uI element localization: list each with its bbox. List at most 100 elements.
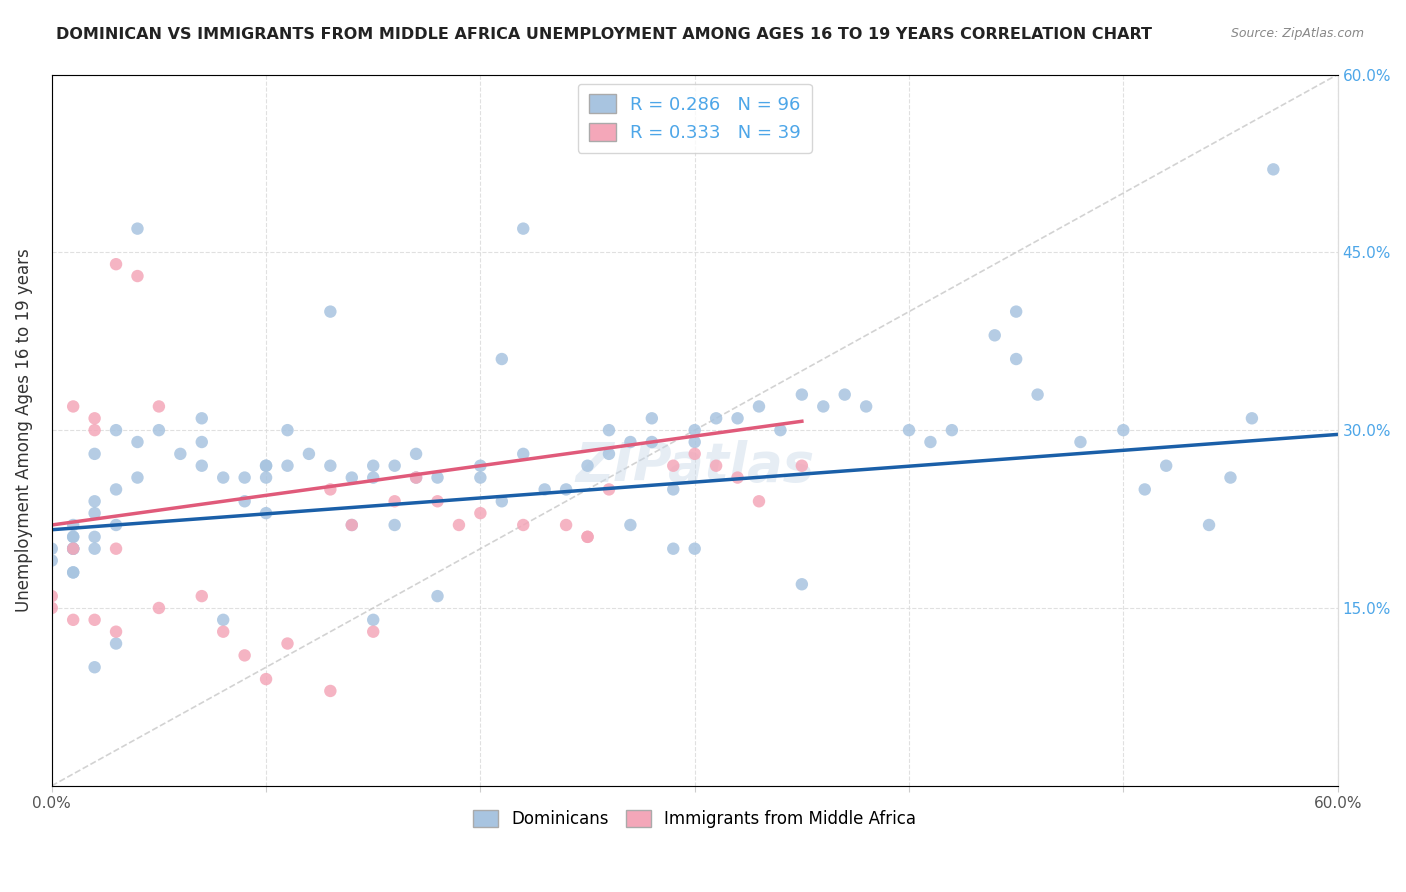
Point [105, 423, 128, 437]
Point [683, 541, 706, 556]
Point [62, 541, 84, 556]
Point [62, 613, 84, 627]
Point [447, 518, 470, 533]
Point [662, 541, 685, 556]
Point [405, 470, 427, 484]
Point [641, 411, 664, 425]
Point [813, 400, 835, 414]
Point [127, 435, 149, 450]
Point [191, 435, 214, 450]
Point [148, 423, 170, 437]
Point [105, 541, 128, 556]
Text: DOMINICAN VS IMMIGRANTS FROM MIDDLE AFRICA UNEMPLOYMENT AMONG AGES 16 TO 19 YEAR: DOMINICAN VS IMMIGRANTS FROM MIDDLE AFRI… [56, 27, 1153, 42]
Point [1069, 435, 1091, 450]
Point [276, 636, 298, 650]
Y-axis label: Unemployment Among Ages 16 to 19 years: Unemployment Among Ages 16 to 19 years [15, 248, 32, 612]
Point [212, 613, 235, 627]
Point [769, 423, 792, 437]
Point [704, 411, 727, 425]
Point [898, 423, 921, 437]
Point [384, 494, 406, 508]
Point [276, 423, 298, 437]
Point [748, 494, 770, 508]
Point [576, 458, 599, 473]
Point [212, 470, 235, 484]
Point [790, 577, 813, 591]
Point [361, 470, 384, 484]
Point [1026, 387, 1049, 401]
Point [41, 553, 63, 567]
Point [426, 589, 449, 603]
Point [233, 470, 256, 484]
Point [62, 541, 84, 556]
Point [941, 423, 963, 437]
Point [254, 506, 277, 520]
Point [62, 400, 84, 414]
Point [598, 447, 620, 461]
Point [83, 447, 105, 461]
Point [361, 458, 384, 473]
Point [191, 411, 214, 425]
Point [62, 566, 84, 580]
Point [361, 624, 384, 639]
Point [470, 470, 492, 484]
Point [169, 447, 191, 461]
Point [384, 458, 406, 473]
Point [254, 458, 277, 473]
Point [1240, 411, 1263, 425]
Point [855, 400, 877, 414]
Point [662, 458, 685, 473]
Point [576, 530, 599, 544]
Point [1133, 483, 1156, 497]
Point [41, 601, 63, 615]
Point [405, 447, 427, 461]
Point [1263, 162, 1285, 177]
Point [1219, 470, 1241, 484]
Point [148, 400, 170, 414]
Point [983, 328, 1005, 343]
Point [598, 483, 620, 497]
Legend: Dominicans, Immigrants from Middle Africa: Dominicans, Immigrants from Middle Afric… [467, 803, 922, 834]
Point [920, 435, 942, 450]
Point [254, 470, 277, 484]
Point [340, 470, 363, 484]
Point [512, 447, 534, 461]
Point [105, 518, 128, 533]
Point [319, 483, 342, 497]
Point [127, 470, 149, 484]
Point [790, 387, 813, 401]
Point [212, 624, 235, 639]
Point [512, 221, 534, 235]
Point [790, 458, 813, 473]
Point [748, 400, 770, 414]
Point [62, 541, 84, 556]
Point [426, 470, 449, 484]
Point [426, 494, 449, 508]
Point [319, 304, 342, 318]
Point [127, 268, 149, 283]
Point [83, 506, 105, 520]
Point [491, 494, 513, 508]
Point [340, 518, 363, 533]
Point [62, 530, 84, 544]
Point [148, 601, 170, 615]
Point [1005, 351, 1028, 366]
Point [576, 530, 599, 544]
Point [191, 458, 214, 473]
Point [619, 435, 641, 450]
Point [727, 411, 749, 425]
Point [105, 483, 128, 497]
Point [384, 518, 406, 533]
Point [105, 624, 128, 639]
Point [319, 684, 342, 698]
Point [533, 483, 555, 497]
Point [555, 518, 578, 533]
Point [254, 458, 277, 473]
Point [83, 541, 105, 556]
Point [662, 483, 685, 497]
Point [83, 411, 105, 425]
Point [1112, 423, 1135, 437]
Point [83, 530, 105, 544]
Point [512, 518, 534, 533]
Point [1154, 458, 1177, 473]
